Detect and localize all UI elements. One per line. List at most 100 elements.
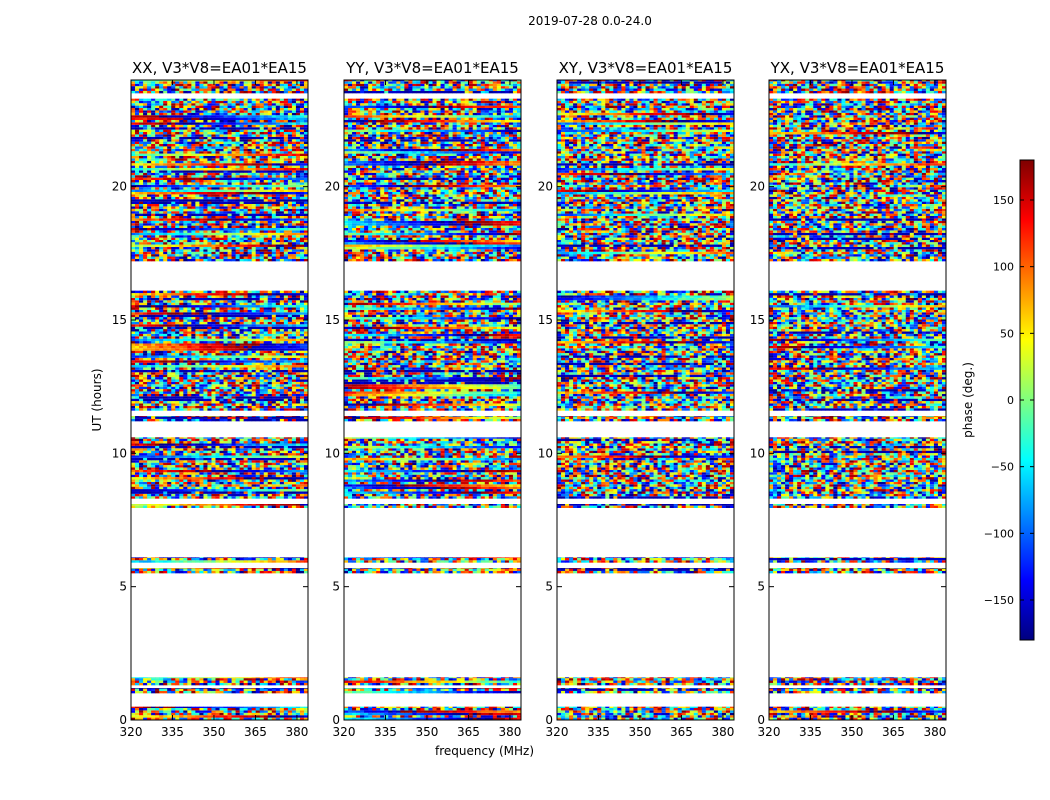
heatmap-cell [191, 396, 196, 399]
heatmap-cell [235, 445, 241, 449]
heatmap-cell [139, 372, 144, 375]
heatmap-cell [159, 307, 164, 310]
heatmap-cell [215, 242, 220, 245]
heatmap-cell [295, 314, 301, 318]
heatmap-cell [187, 389, 192, 392]
heatmap-cell [275, 560, 281, 563]
heatmap-cell [303, 314, 309, 318]
heatmap-cell [235, 706, 241, 708]
heatmap-cell [247, 338, 253, 342]
heatmap-cell [239, 398, 245, 402]
heatmap-cell [211, 398, 216, 402]
heatmap-cell [199, 479, 204, 482]
heatmap-cell [267, 235, 273, 238]
heatmap-cell [259, 258, 265, 262]
heatmap-cell [235, 249, 241, 252]
heatmap-cell [211, 341, 216, 344]
heatmap-cell [231, 379, 236, 382]
heatmap-cell [247, 290, 253, 294]
heatmap-cell [143, 481, 148, 485]
heatmap-cell [291, 256, 297, 259]
heatmap-cell [287, 467, 293, 470]
heatmap-cell [215, 317, 220, 320]
heatmap-cell [247, 457, 253, 461]
heatmap-cell [291, 448, 297, 451]
heatmap-cell [143, 372, 148, 375]
heatmap-cell [191, 309, 196, 313]
heatmap-cell [159, 232, 164, 236]
heatmap-cell [199, 715, 204, 718]
heatmap-cell [203, 418, 208, 422]
heatmap-cell [219, 416, 224, 417]
heatmap-cell [223, 710, 228, 713]
heatmap-cell [195, 706, 200, 708]
heatmap-cell [207, 324, 212, 327]
heatmap-cell [191, 416, 196, 417]
heatmap-cell [143, 295, 148, 298]
heatmap-cell [199, 355, 204, 358]
heatmap-cell [251, 360, 257, 363]
heatmap-cell [187, 408, 192, 411]
heatmap-cell [299, 244, 305, 247]
heatmap-cell [187, 396, 192, 399]
heatmap-cell [239, 290, 245, 294]
heatmap-cell [271, 484, 277, 487]
heatmap-cell [171, 341, 176, 344]
heatmap-cell [179, 493, 184, 497]
heatmap-cell [171, 469, 176, 473]
heatmap-cell [191, 235, 196, 238]
heatmap-cell [231, 302, 236, 306]
heatmap-cell [267, 384, 273, 387]
heatmap-cell [215, 474, 220, 478]
heatmap-cell [259, 391, 265, 394]
heatmap-cell [223, 367, 228, 370]
heatmap-cell [267, 474, 273, 478]
heatmap-cell [135, 441, 140, 444]
heatmap-cell [223, 437, 228, 439]
heatmap-cell [259, 240, 265, 243]
heatmap-cell [263, 712, 269, 716]
heatmap-cell [251, 329, 257, 332]
heatmap-cell [171, 496, 176, 499]
heatmap-cell [163, 317, 168, 320]
heatmap-cell [263, 418, 269, 422]
heatmap-cell [231, 290, 236, 294]
heatmap-cell [151, 381, 156, 385]
heatmap-cell [299, 326, 305, 330]
heatmap-cell [147, 678, 152, 681]
heatmap-cell [191, 305, 196, 308]
heatmap-cell [211, 405, 216, 409]
heatmap-cell [171, 309, 176, 313]
heatmap-cell [131, 230, 136, 233]
heatmap-cell [175, 460, 180, 463]
heatmap-cell [267, 249, 273, 252]
heatmap-cell [271, 453, 277, 456]
heatmap-cell [211, 467, 216, 470]
heatmap-cell [247, 715, 253, 718]
heatmap-cell [139, 690, 144, 694]
heatmap-cell [219, 228, 224, 231]
heatmap-cell [283, 293, 289, 296]
heatmap-cell [207, 715, 212, 718]
heatmap-cell [191, 307, 196, 310]
heatmap-cell [183, 324, 188, 327]
heatmap-cell [159, 391, 164, 394]
heatmap-cell [175, 416, 180, 417]
heatmap-cell [283, 329, 289, 332]
heatmap-cell [219, 455, 224, 458]
heatmap-cell [251, 568, 257, 571]
heatmap-cell [155, 350, 160, 354]
heatmap-cell [167, 319, 172, 322]
heatmap-cell [235, 256, 241, 259]
heatmap-cell [295, 455, 301, 458]
heatmap-cell [243, 712, 249, 716]
heatmap-cell [215, 477, 220, 480]
heatmap-cell [291, 240, 297, 243]
heatmap-cell [167, 479, 172, 482]
heatmap-cell [283, 331, 289, 334]
heatmap-cell [279, 240, 285, 243]
heatmap-cell [151, 477, 156, 480]
heatmap-cell [171, 568, 176, 571]
heatmap-cell [263, 401, 269, 404]
heatmap-cell [155, 338, 160, 342]
